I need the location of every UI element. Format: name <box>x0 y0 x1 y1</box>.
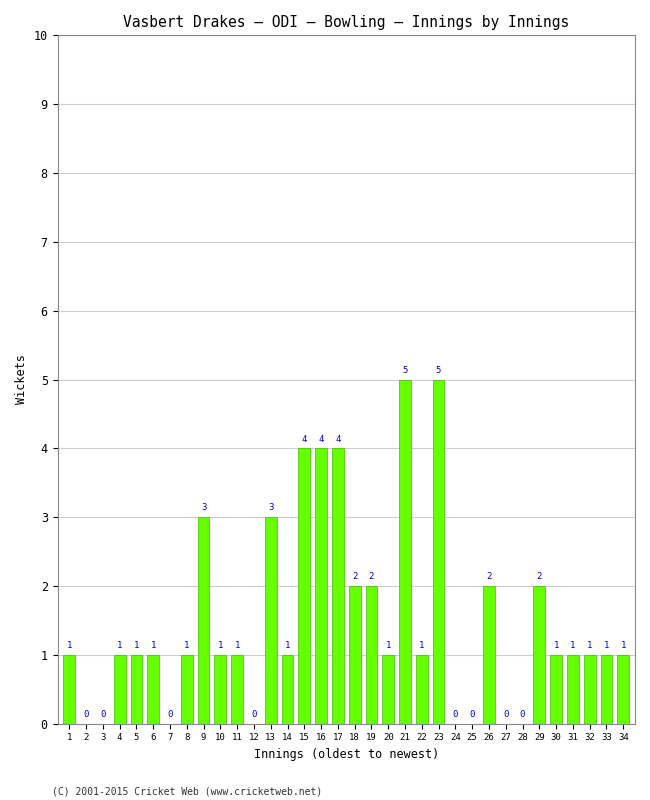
Bar <box>265 518 277 724</box>
Bar <box>198 518 209 724</box>
Bar <box>64 655 75 724</box>
Text: 5: 5 <box>402 366 408 374</box>
Bar <box>382 655 394 724</box>
Bar <box>584 655 595 724</box>
Bar <box>601 655 612 724</box>
Text: 2: 2 <box>352 572 358 582</box>
Text: 1: 1 <box>621 641 626 650</box>
Bar <box>349 586 361 724</box>
X-axis label: Innings (oldest to newest): Innings (oldest to newest) <box>254 748 439 761</box>
Text: 1: 1 <box>134 641 139 650</box>
Bar <box>433 379 445 724</box>
Text: 0: 0 <box>167 710 173 719</box>
Text: 0: 0 <box>503 710 508 719</box>
Text: 2: 2 <box>369 572 374 582</box>
Text: 1: 1 <box>117 641 122 650</box>
Text: 0: 0 <box>520 710 525 719</box>
Text: 5: 5 <box>436 366 441 374</box>
Text: 1: 1 <box>184 641 190 650</box>
Title: Vasbert Drakes – ODI – Bowling – Innings by Innings: Vasbert Drakes – ODI – Bowling – Innings… <box>123 15 569 30</box>
Bar <box>281 655 293 724</box>
Bar <box>231 655 243 724</box>
Text: 3: 3 <box>201 503 206 512</box>
Text: 1: 1 <box>235 641 240 650</box>
Bar <box>365 586 377 724</box>
Bar <box>214 655 226 724</box>
Text: 0: 0 <box>252 710 257 719</box>
Text: 2: 2 <box>486 572 491 582</box>
Bar <box>298 448 310 724</box>
Bar <box>416 655 428 724</box>
Text: 1: 1 <box>218 641 223 650</box>
Text: 4: 4 <box>335 434 341 443</box>
Text: 1: 1 <box>385 641 391 650</box>
Text: 1: 1 <box>570 641 576 650</box>
Y-axis label: Wickets: Wickets <box>15 354 28 405</box>
Bar <box>114 655 125 724</box>
Bar <box>567 655 578 724</box>
Text: 1: 1 <box>66 641 72 650</box>
Text: 4: 4 <box>318 434 324 443</box>
Text: 1: 1 <box>553 641 559 650</box>
Bar <box>534 586 545 724</box>
Text: 1: 1 <box>587 641 592 650</box>
Text: 0: 0 <box>83 710 89 719</box>
Text: 0: 0 <box>100 710 105 719</box>
Text: 4: 4 <box>302 434 307 443</box>
Text: 1: 1 <box>151 641 156 650</box>
Bar <box>551 655 562 724</box>
Bar <box>181 655 192 724</box>
Text: 1: 1 <box>604 641 609 650</box>
Text: (C) 2001-2015 Cricket Web (www.cricketweb.net): (C) 2001-2015 Cricket Web (www.cricketwe… <box>52 786 322 796</box>
Text: 3: 3 <box>268 503 274 512</box>
Bar <box>332 448 344 724</box>
Bar <box>315 448 327 724</box>
Text: 1: 1 <box>285 641 290 650</box>
Bar <box>483 586 495 724</box>
Text: 0: 0 <box>452 710 458 719</box>
Bar <box>148 655 159 724</box>
Bar <box>399 379 411 724</box>
Bar <box>618 655 629 724</box>
Text: 1: 1 <box>419 641 424 650</box>
Text: 0: 0 <box>469 710 475 719</box>
Bar <box>131 655 142 724</box>
Text: 2: 2 <box>537 572 542 582</box>
